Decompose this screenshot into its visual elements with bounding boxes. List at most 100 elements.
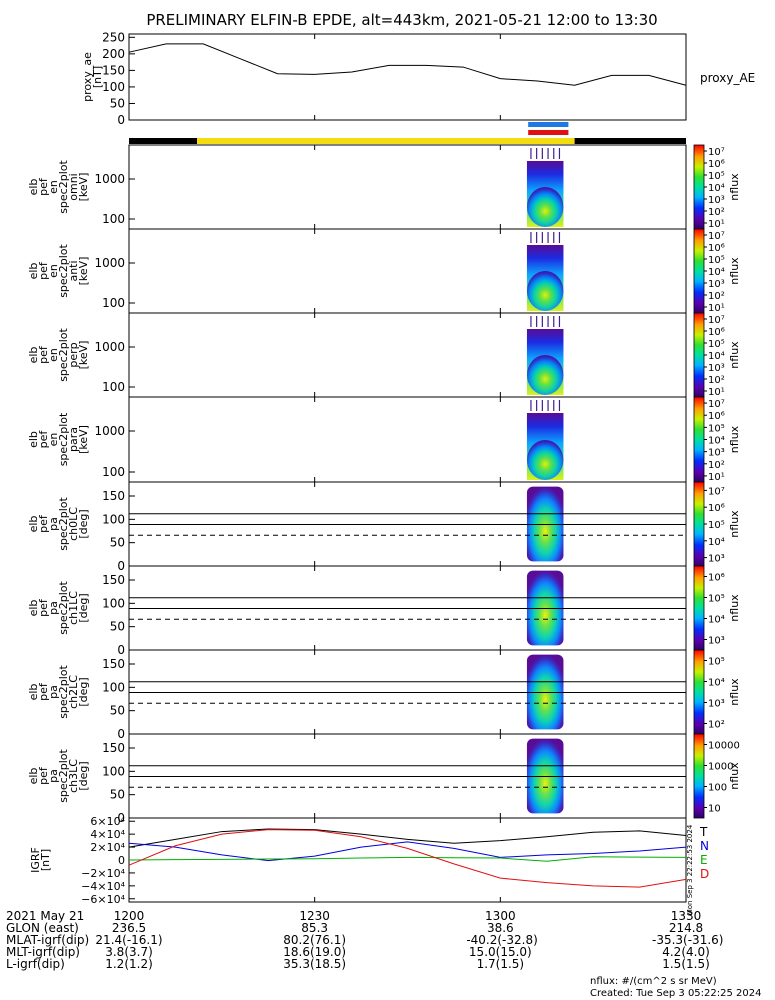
colorbar-tick-label: 10⁴ [708,436,725,447]
y-label-line: pef [37,514,50,533]
y-tick-label: 150 [102,489,125,503]
y-tick-label: 100 [102,512,125,526]
y-label-line: elb [27,768,40,785]
y-label-line: omni [67,173,80,200]
colorbar-tick-label: 10 [708,804,721,815]
en-para-panel: 1000100elbpefenspec2plotpara[keV]10⁷10⁶1… [27,396,741,483]
spectrogram-core [526,355,564,395]
colorbar-tick-label: 10⁴ [708,537,725,548]
y-label-line: [deg] [77,677,90,706]
colorbar-label-text: nflux [728,762,741,790]
y-label-line: spec2plot [57,749,70,803]
y-label-line: anti [67,260,80,281]
y-label-line: spec2plot [57,665,70,719]
colorbar-tick-label: 10³ [708,279,725,290]
y-tick-label: 0 [117,113,125,127]
y-tick-label: 150 [102,657,125,671]
y-tick-label: 50 [110,788,125,802]
colorbar-tick-label: 100 [708,783,727,794]
panel-frame [128,817,687,903]
colorbar-tick-label: 10² [708,460,725,471]
y-tick-label: 50 [110,536,125,550]
plot-title: PRELIMINARY ELFIN-B EPDE, alt=443km, 202… [146,11,657,29]
igrf-series-E [128,856,687,862]
y-tick-label: 4×10⁴ [90,828,125,841]
panel-frame [128,33,687,121]
spectrogram-core [526,187,564,227]
y-tick-label: 0 [117,811,125,825]
colorbar-label: nflux [728,594,741,622]
y-label-line: ch0LC [67,507,80,541]
y-tick-label: 100 [102,296,125,310]
colorbar-label: nflux [728,762,741,790]
y-axis-label: IGRF[nT] [29,847,52,873]
y-tick-label: −2×10⁴ [81,867,125,880]
status-marker [528,130,569,135]
y-label-line: spec2plot [57,497,70,551]
y-label-line: pef [37,430,50,449]
colorbar-tick-label: 10² [708,207,725,218]
colorbar-tick-label: 10³ [708,195,725,206]
y-tick-label: 0 [117,643,125,657]
spectrogram-core [526,271,564,311]
status-segment [197,138,575,144]
panel-frame [128,228,687,314]
igrf-series-N [128,841,687,862]
colorbar-label-text: nflux [728,173,741,201]
y-tick-label: 100 [102,596,125,610]
colorbar-tick-label: 10⁵ [708,171,725,182]
timestamp-side-text: Mon Sep 3 22:22:53 2024 [686,824,694,915]
colorbar-label-text: nflux [728,425,741,453]
timestamp-side: Mon Sep 3 22:22:53 2024 [686,824,694,915]
igrf-legend-D: D [700,867,709,881]
colorbar [693,733,705,819]
colorbar-tick-label: 10⁴ [708,615,725,626]
colorbar-tick-label: 10⁵ [708,520,725,531]
colorbar-tick-label: 10⁵ [708,423,725,434]
colorbar-tick-label: 10⁶ [708,243,725,254]
y-tick-label: 1000 [94,424,125,438]
panel-frame [128,396,687,483]
colorbar [693,396,705,483]
y-label-line: [keV] [77,341,90,370]
y-label-line: pef [37,766,50,785]
colorbar-tick-label: 10⁵ [708,255,725,266]
colorbar-label-text: nflux [728,341,741,369]
y-label-line: pef [37,682,50,701]
y-label-line: pef [37,261,50,280]
colorbar-tick-label: 10⁷ [708,315,725,326]
y-tick-label: 50 [110,96,125,110]
y-label-line: [nT] [91,66,104,88]
colorbar-label-text: nflux [728,678,741,706]
y-label-line: spec2plot [57,244,70,298]
y-tick-label: 150 [102,63,125,77]
y-tick-label: 50 [110,704,125,718]
colorbar-tick-label: 1000 [708,762,733,773]
igrf-series-T [128,828,687,848]
colorbar-tick-label: 10¹ [708,219,725,230]
colorbar [693,228,705,314]
y-label-line: pef [37,177,50,196]
colorbar-label: nflux [728,173,741,201]
colorbar-tick-label: 10² [708,375,725,386]
spectrogram-core [526,440,564,480]
y-tick-label: 100 [102,465,125,479]
igrf-legend-E: E [700,853,708,867]
y-label-line: elb [27,347,40,364]
y-label-line: pa [47,517,60,531]
colorbar-label-text: nflux [728,257,741,285]
status-segment [129,138,198,144]
y-label-line: elb [27,516,40,533]
colorbar-tick-label: 10³ [708,699,725,710]
y-tick-label: 0 [117,727,125,741]
y-tick-label: 150 [102,573,125,587]
colorbar-tick-label: 10³ [708,448,725,459]
y-label-line: ch1LC [67,591,80,625]
colorbar [693,481,705,567]
